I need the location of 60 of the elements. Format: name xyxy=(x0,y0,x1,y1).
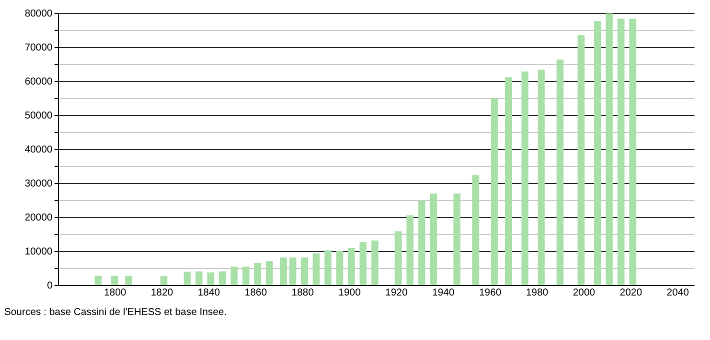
bar xyxy=(371,240,378,285)
bar xyxy=(629,18,636,285)
bar xyxy=(266,261,273,285)
bar xyxy=(312,253,320,285)
bar xyxy=(111,276,118,285)
y-tick-label: 50000 xyxy=(24,110,53,122)
bar xyxy=(254,262,262,285)
bar xyxy=(472,175,480,285)
bar xyxy=(490,98,498,285)
bar xyxy=(336,251,344,285)
bar xyxy=(289,257,296,285)
x-tick-label: 1920 xyxy=(385,288,408,298)
x-tick-label: 1980 xyxy=(526,288,549,298)
x-tick-label: 2000 xyxy=(572,288,596,298)
bar xyxy=(578,35,585,285)
y-tick-label: 40000 xyxy=(24,144,53,156)
bar xyxy=(418,200,426,285)
x-tick-label: 1860 xyxy=(244,288,268,298)
bar xyxy=(430,194,437,285)
x-tick-label: 1800 xyxy=(104,288,127,298)
bar xyxy=(324,250,332,285)
bar xyxy=(538,70,545,285)
x-tick-label: 1880 xyxy=(292,288,314,298)
bar xyxy=(504,77,512,285)
bar xyxy=(360,242,367,285)
x-tick-label: 2040 xyxy=(666,288,690,298)
bar xyxy=(125,276,132,285)
bar xyxy=(348,248,355,285)
bar xyxy=(394,231,402,285)
x-tick-label: 1820 xyxy=(150,288,174,298)
bar xyxy=(218,271,226,285)
bar xyxy=(230,266,238,285)
bar xyxy=(606,13,613,285)
bar xyxy=(94,276,102,285)
bar xyxy=(406,215,414,285)
bar xyxy=(195,271,202,285)
y-tick-label: 70000 xyxy=(24,42,53,54)
x-tick-label: 1900 xyxy=(338,288,362,298)
x-tick-label: 1840 xyxy=(198,288,220,298)
bar xyxy=(300,257,308,285)
y-tick-label: 10000 xyxy=(24,246,53,258)
bar xyxy=(453,194,460,285)
y-tick-label: 0 xyxy=(46,280,53,292)
bar xyxy=(207,272,214,285)
bar xyxy=(160,276,168,285)
y-tick-label: 30000 xyxy=(24,178,53,190)
source-note: Sources : base Cassini de l'EHESS et base Insee. xyxy=(4,307,227,318)
x-tick-label: 1940 xyxy=(432,288,455,298)
bar xyxy=(618,18,625,285)
bar xyxy=(184,272,191,285)
bar xyxy=(594,21,602,285)
bar xyxy=(556,60,564,285)
y-tick-label: 60000 xyxy=(24,76,53,88)
x-tick-label: 1960 xyxy=(479,288,502,298)
y-tick-label: 80000 xyxy=(24,8,53,20)
y-tick-label: 20000 xyxy=(24,212,53,224)
bar xyxy=(521,71,528,285)
x-tick-label: 2020 xyxy=(620,288,642,298)
bar xyxy=(280,257,287,285)
bar xyxy=(242,266,250,285)
